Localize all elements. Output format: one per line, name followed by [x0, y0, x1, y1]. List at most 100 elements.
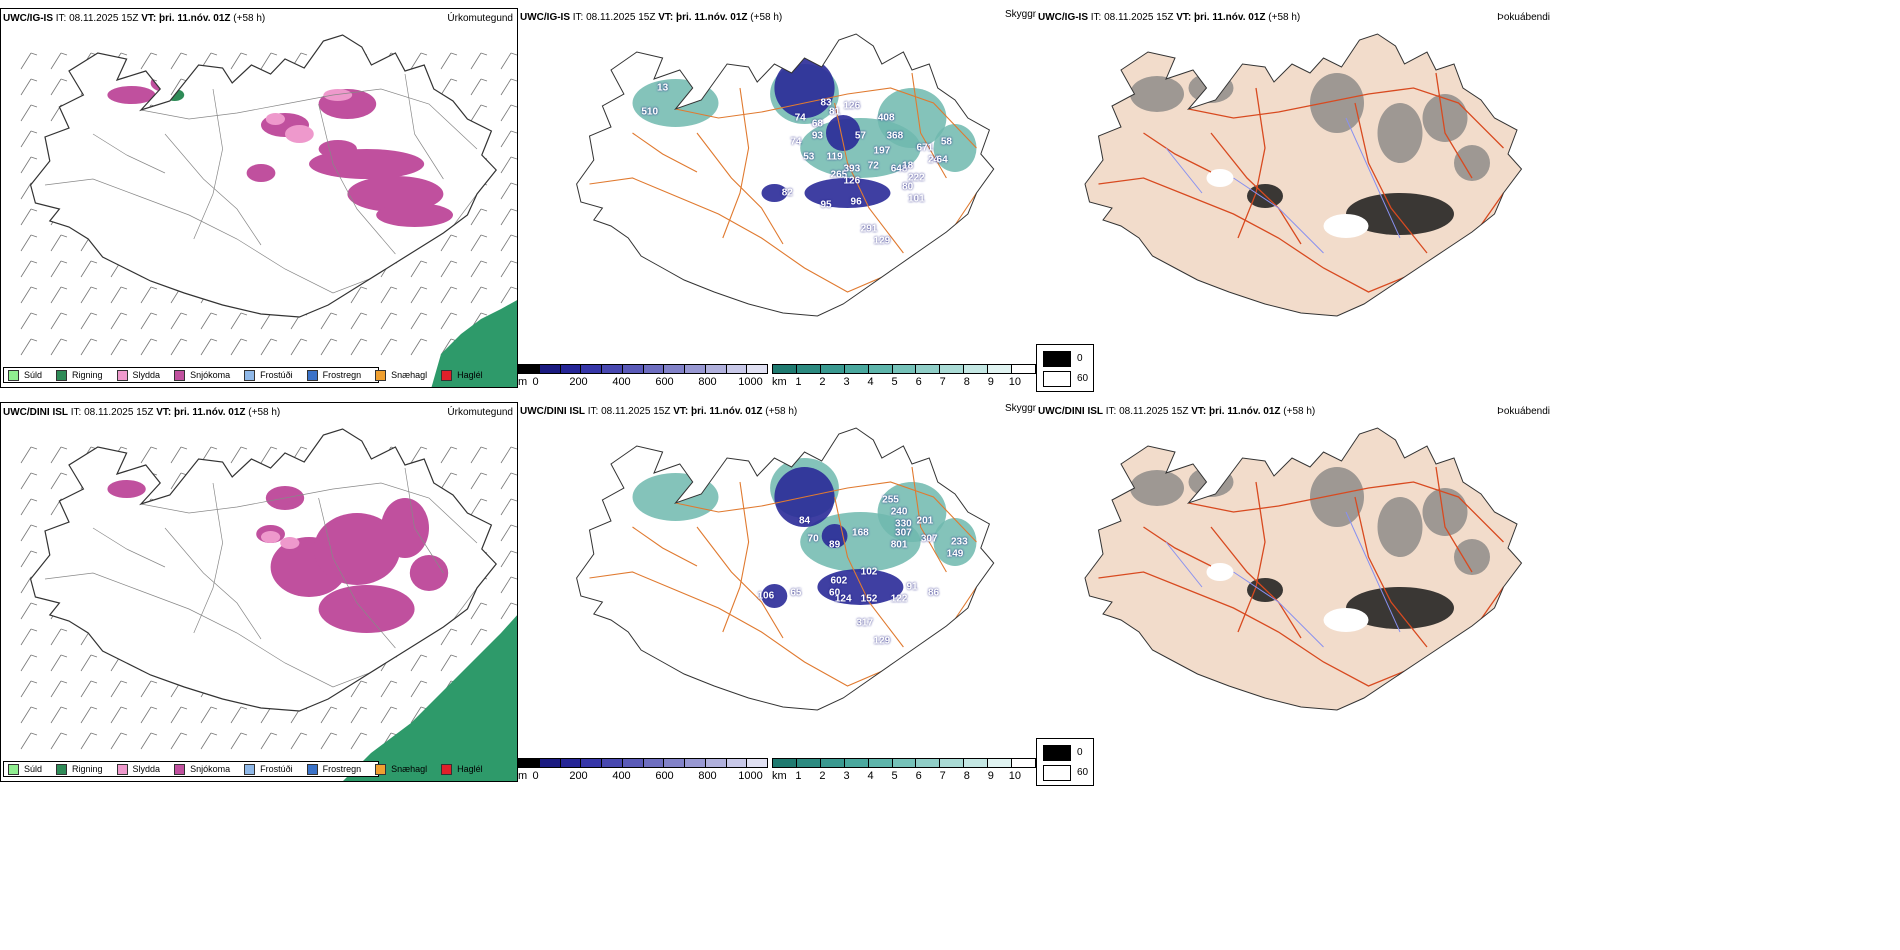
cloud-base-value: 80	[902, 181, 914, 193]
panel-title-fog: Þokuábendi	[1497, 12, 1550, 23]
wind-barb	[480, 498, 488, 502]
model-name: UWC/DINI ISL	[3, 407, 68, 418]
wind-barb	[380, 338, 392, 356]
legend-swatch	[441, 369, 453, 381]
legend-item-snaehagl: Snæhagl	[375, 763, 428, 775]
wind-barb	[20, 182, 32, 200]
forecast-row: UWC/DINI ISL IT: 08.11.2025 15Z VT: þri.…	[0, 402, 1900, 787]
precip-type-legend: Súld Rigning Slydda Snjókoma Frostúði Frostre…	[3, 761, 483, 777]
wind-barb	[470, 498, 482, 516]
wind-barb	[450, 472, 458, 476]
road-line	[1143, 132, 1212, 173]
valid-time: þri. 11.nóv. 01Z	[159, 13, 231, 24]
legend-swatch	[244, 763, 256, 775]
colorbar-tick-label: 5	[891, 376, 898, 388]
field-blob	[265, 113, 285, 125]
wind-barb	[500, 78, 512, 96]
legend-swatch	[174, 763, 186, 775]
valid-time-label: VT:	[1191, 406, 1207, 417]
road-line	[193, 482, 223, 634]
field-blob	[1377, 103, 1423, 163]
cloud-base-value: 13	[657, 82, 669, 94]
wind-barb	[510, 182, 517, 186]
road-line	[318, 497, 396, 649]
cloud-base-value: 81	[829, 106, 841, 118]
wind-barb	[60, 260, 68, 264]
colorbar-cells	[518, 758, 768, 768]
wind-barb	[60, 234, 68, 238]
wind-barb	[30, 628, 38, 632]
cloud-base-map	[576, 33, 995, 317]
road-line	[911, 72, 947, 179]
wind-barb	[20, 654, 32, 672]
wind-barb	[120, 680, 128, 684]
wind-barb	[50, 260, 62, 278]
panel-header: UWC/IG-IS IT: 08.11.2025 15Z VT: þri. 11…	[520, 12, 782, 23]
road-line	[164, 527, 262, 640]
wind-barb	[30, 156, 38, 160]
wind-barb	[170, 338, 182, 356]
wind-barb	[440, 52, 452, 70]
wind-barb	[30, 78, 38, 82]
wind-barb	[80, 260, 92, 278]
forecast-row: UWC/IG-IS IT: 08.11.2025 15Z VT: þri. 11…	[0, 8, 1900, 393]
colorbar-cell	[892, 365, 917, 373]
init-time: IT: 08.11.2025 15Z	[587, 406, 671, 417]
field-blob	[877, 482, 947, 542]
colorbar-cell	[964, 365, 989, 373]
wind-barb	[180, 52, 188, 56]
wind-barb	[410, 338, 422, 356]
wind-barb	[140, 338, 152, 356]
wind-barb	[320, 732, 332, 750]
legend-label: Snæhagl	[391, 764, 428, 774]
wind-barb	[270, 338, 278, 342]
cloud-base-value: 58	[940, 136, 952, 148]
wind-barb	[20, 208, 32, 226]
coastline	[29, 34, 497, 318]
colorbar-cell	[868, 365, 893, 373]
wind-barb	[50, 338, 62, 356]
cloud-base-panel: UWC/DINI ISL IT: 08.11.2025 15Z VT: þri.…	[518, 402, 1038, 782]
wind-barb	[30, 312, 38, 316]
wind-barb	[90, 312, 98, 316]
wind-barb	[180, 312, 188, 316]
wind-barb	[170, 706, 182, 724]
wind-barb	[420, 680, 428, 684]
wind-barb	[480, 78, 488, 82]
field-blob	[107, 480, 146, 498]
wind-barb	[260, 52, 272, 70]
wind-barb	[380, 706, 392, 724]
wind-barb	[390, 706, 398, 710]
valid-time: þri. 11.nóv. 01Z	[691, 406, 763, 417]
field-blob	[261, 531, 281, 543]
field-blob	[1377, 497, 1423, 557]
wind-barb	[50, 234, 62, 252]
cloud-base-value: 68	[811, 118, 823, 130]
road-line	[92, 133, 166, 174]
wind-barb	[180, 732, 188, 736]
field-blob	[1454, 145, 1490, 181]
wind-barb	[30, 602, 38, 606]
wind-barb	[410, 446, 422, 464]
wind-barb	[140, 312, 152, 330]
colorbar-tick-label: 200	[569, 376, 588, 388]
wind-barb	[60, 706, 68, 710]
colorbar-tick-label: 200	[569, 770, 588, 782]
wind-barb	[170, 732, 182, 750]
fog-swatch-black	[1043, 351, 1071, 367]
colorbar-cell	[539, 365, 561, 373]
wind-barb	[150, 312, 158, 316]
wind-barb	[410, 706, 422, 724]
wind-barb	[350, 286, 362, 304]
wind-barb	[80, 706, 92, 724]
wind-barb	[470, 628, 482, 646]
wind-barb	[450, 654, 458, 658]
legend-label: Slydda	[132, 764, 161, 774]
cloud-base-value: 91	[906, 581, 918, 593]
road-line	[632, 526, 698, 567]
colorbar-cell	[685, 365, 706, 373]
wind-barb	[410, 680, 422, 698]
wind-barb	[510, 498, 517, 502]
wind-barb	[480, 628, 488, 632]
panel-header: UWC/DINI ISL IT: 08.11.2025 15Z VT: þri.…	[520, 406, 797, 417]
